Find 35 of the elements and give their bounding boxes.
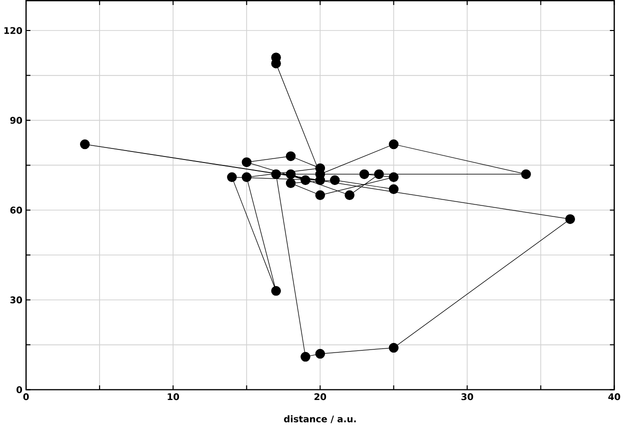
point xyxy=(565,214,576,224)
point xyxy=(286,178,296,188)
point xyxy=(388,184,399,194)
point xyxy=(521,169,531,179)
point xyxy=(330,175,340,185)
point xyxy=(388,342,399,352)
point xyxy=(359,169,370,179)
y-tick-label: 60 xyxy=(10,206,22,214)
point xyxy=(227,172,237,182)
x-tick-label: 0 xyxy=(23,393,29,400)
point xyxy=(271,169,281,179)
point xyxy=(300,175,310,185)
y-tick-label: 30 xyxy=(10,296,22,304)
y-tick-label: 120 xyxy=(4,26,22,34)
x-tick-label: 30 xyxy=(461,393,474,400)
point xyxy=(315,163,326,173)
y-tick-label: 90 xyxy=(10,116,22,124)
point xyxy=(242,157,252,167)
x-tick-label: 40 xyxy=(608,393,620,400)
y-tick-label: 0 xyxy=(16,386,22,393)
x-tick-label: 20 xyxy=(314,393,326,400)
point xyxy=(315,190,326,200)
point xyxy=(286,169,296,179)
x-tick-label: 10 xyxy=(168,393,180,400)
point xyxy=(388,139,399,149)
point xyxy=(374,169,384,179)
x-axis-title: distance / a.u. xyxy=(284,415,356,423)
point xyxy=(300,352,310,362)
point xyxy=(344,190,354,200)
point xyxy=(242,172,252,182)
point xyxy=(388,172,399,182)
point xyxy=(271,286,281,296)
point xyxy=(315,348,326,358)
point xyxy=(80,139,90,149)
point xyxy=(286,151,296,161)
